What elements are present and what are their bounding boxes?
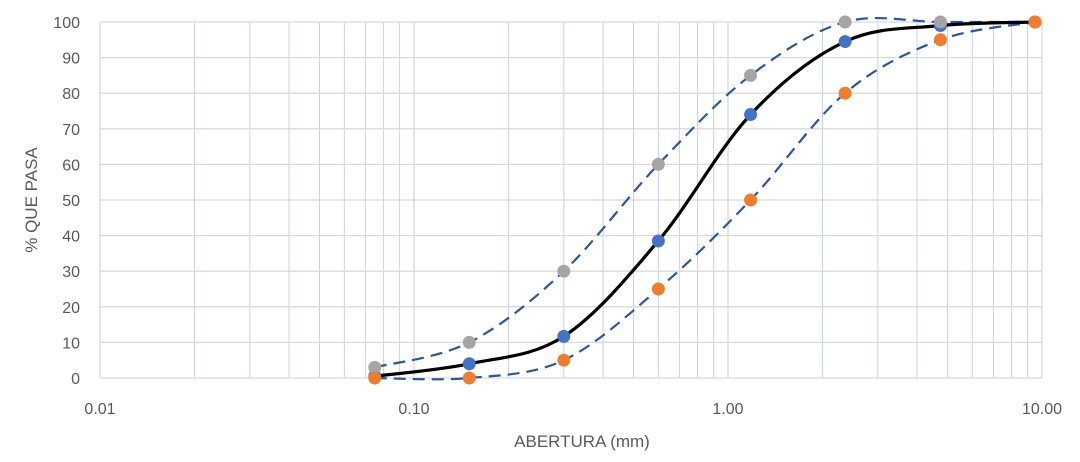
y-tick-label: 70 — [62, 122, 80, 139]
dashed-limit-curve — [374, 16, 1035, 369]
y-axis-title: % QUE PASA — [22, 147, 41, 253]
major-gridlines — [99, 21, 1043, 379]
data-point — [651, 234, 665, 248]
x-tick-label: 0.10 — [398, 401, 429, 418]
x-tick-label: 0.01 — [84, 401, 115, 418]
data-point — [368, 360, 382, 374]
y-tick-label: 20 — [62, 300, 80, 317]
data-point — [838, 15, 852, 29]
data-point — [462, 357, 476, 371]
y-tick-label: 40 — [62, 229, 80, 246]
y-tick-label: 0 — [71, 371, 80, 388]
y-tick-label: 90 — [62, 51, 80, 68]
x-tick-label: 1.00 — [712, 401, 743, 418]
y-tick-label: 50 — [62, 193, 80, 210]
data-point — [651, 282, 665, 296]
data-point — [744, 68, 758, 82]
data-point — [557, 329, 571, 343]
data-point — [1028, 15, 1042, 29]
x-tick-label: 10.00 — [1022, 401, 1062, 418]
data-point — [462, 335, 476, 349]
x-axis-title: ABERTURA (mm) — [514, 432, 650, 451]
data-point — [368, 371, 382, 385]
curve-lines — [374, 16, 1036, 381]
y-tick-label: 80 — [62, 86, 80, 103]
data-point — [557, 264, 571, 278]
data-point — [933, 33, 947, 47]
data-point — [557, 353, 571, 367]
data-point — [838, 86, 852, 100]
data-point — [744, 108, 758, 122]
data-point — [933, 15, 947, 29]
data-point — [462, 371, 476, 385]
x-tick-labels: 0.01 0.10 1.00 10.00 — [84, 401, 1062, 418]
y-tick-labels: 0 10 20 30 40 50 60 70 80 90 100 — [53, 15, 80, 388]
data-point — [838, 35, 852, 49]
y-tick-label: 60 — [62, 157, 80, 174]
y-tick-label: 100 — [53, 15, 80, 32]
data-point — [744, 193, 758, 207]
dashed-limit-curve — [374, 20, 1036, 381]
y-tick-label: 30 — [62, 264, 80, 281]
solid-gradation-curve — [374, 20, 1036, 378]
data-point — [651, 157, 665, 171]
data-markers — [368, 15, 1042, 385]
y-tick-label: 10 — [62, 335, 80, 352]
